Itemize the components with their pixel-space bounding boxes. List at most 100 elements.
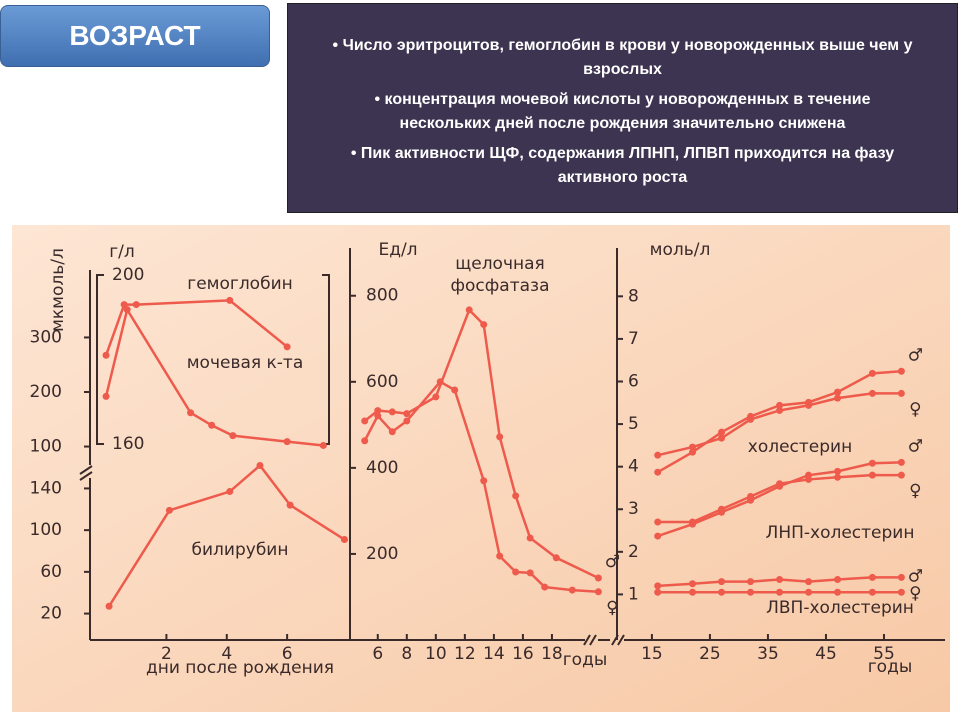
data-point bbox=[776, 401, 784, 409]
data-point bbox=[388, 408, 396, 416]
annotation: ЛВП-холестерин bbox=[766, 598, 914, 618]
data-point bbox=[776, 588, 784, 596]
data-point bbox=[102, 392, 110, 400]
data-point bbox=[512, 492, 520, 500]
data-point bbox=[105, 602, 113, 610]
series-label: ♀ bbox=[909, 399, 921, 419]
series-line bbox=[108, 463, 346, 607]
data-point bbox=[120, 301, 128, 309]
data-point bbox=[496, 552, 504, 560]
x-tick-label: 35 bbox=[757, 644, 779, 664]
data-point bbox=[834, 473, 842, 481]
y-tick-label: 300 bbox=[30, 327, 62, 347]
data-point bbox=[897, 389, 905, 397]
data-point bbox=[805, 401, 813, 409]
y-tick-label: 20 bbox=[40, 604, 62, 624]
data-point bbox=[689, 580, 697, 588]
data-point bbox=[187, 409, 195, 417]
x-tick-label: 16 bbox=[512, 644, 534, 664]
series-label: ♂ bbox=[908, 345, 923, 365]
axis-label: Ед/л bbox=[378, 240, 417, 260]
y-tick-label: 100 bbox=[30, 520, 62, 540]
data-point bbox=[718, 578, 726, 586]
data-point bbox=[868, 389, 876, 397]
data-point bbox=[689, 443, 697, 451]
y-tick-label: 200 bbox=[112, 265, 144, 285]
data-point bbox=[480, 477, 488, 485]
data-point bbox=[747, 415, 755, 423]
data-point bbox=[594, 574, 602, 582]
x-tick-label: 15 bbox=[641, 644, 663, 664]
data-point bbox=[226, 488, 234, 496]
data-point bbox=[718, 434, 726, 442]
axis-label: моль/л bbox=[650, 240, 711, 260]
x-tick-label: 45 bbox=[815, 644, 837, 664]
y-tick-label: 160 bbox=[112, 434, 144, 454]
x-tick-label: 14 bbox=[483, 644, 505, 664]
data-point bbox=[689, 448, 697, 456]
data-point bbox=[403, 417, 411, 425]
data-point bbox=[868, 588, 876, 596]
x-tick-label: 8 bbox=[401, 644, 412, 664]
y-tick-label: 200 bbox=[30, 382, 62, 402]
data-point bbox=[480, 321, 488, 329]
data-point bbox=[361, 417, 369, 425]
data-point bbox=[897, 367, 905, 375]
data-point bbox=[594, 588, 602, 596]
data-point bbox=[747, 588, 755, 596]
y-tick-label: 600 bbox=[366, 372, 398, 392]
info-box: Число эритроцитов, гемоглобин в крови у … bbox=[287, 3, 958, 213]
bullet: Пик активности ЩФ, содержания ЛПНП, ЛПВП… bbox=[333, 142, 913, 190]
y-tick-label: 60 bbox=[40, 562, 62, 582]
data-point bbox=[868, 459, 876, 467]
data-point bbox=[526, 569, 534, 577]
data-point bbox=[256, 461, 264, 469]
data-point bbox=[432, 393, 440, 401]
x-tick-label: 18 bbox=[541, 644, 563, 664]
bullet: Число эритроцитов, гемоглобин в крови у … bbox=[333, 34, 913, 82]
data-point bbox=[123, 306, 131, 314]
data-point bbox=[552, 554, 560, 562]
data-point bbox=[283, 343, 291, 351]
series-label: ♂ bbox=[605, 552, 620, 572]
x-tick-label: 25 bbox=[699, 644, 721, 664]
x-tick-label: 4 bbox=[221, 644, 232, 664]
y-tick-label: 7 bbox=[628, 329, 639, 349]
data-point bbox=[286, 501, 294, 509]
data-point bbox=[868, 369, 876, 377]
series-label: ♂ bbox=[908, 566, 923, 586]
data-point bbox=[388, 428, 396, 436]
data-point bbox=[541, 583, 549, 591]
data-point bbox=[654, 532, 662, 540]
y-tick-label: 100 bbox=[30, 437, 62, 457]
data-point bbox=[776, 406, 784, 414]
data-point bbox=[689, 518, 697, 526]
data-point bbox=[718, 588, 726, 596]
data-point bbox=[526, 534, 534, 542]
y-tick-label: 3 bbox=[628, 499, 639, 519]
badge: ВОЗРАСТ bbox=[0, 5, 270, 67]
x-axis-label: годы bbox=[868, 657, 913, 677]
data-point bbox=[868, 573, 876, 581]
data-point bbox=[805, 578, 813, 586]
data-point bbox=[776, 576, 784, 584]
data-point bbox=[654, 582, 662, 590]
series-label: ♀ bbox=[606, 598, 618, 618]
x-axis-label: годы bbox=[563, 650, 608, 670]
data-point bbox=[747, 492, 755, 500]
x-tick-label: 2 bbox=[161, 644, 172, 664]
data-point bbox=[374, 407, 382, 415]
annotation: ЛНП-холестерин bbox=[766, 523, 915, 543]
data-point bbox=[897, 588, 905, 596]
y-tick-label: 1 bbox=[628, 584, 639, 604]
y-tick-label: 5 bbox=[628, 414, 639, 434]
data-point bbox=[834, 588, 842, 596]
panel-title: щелочная фосфатаза bbox=[450, 254, 549, 296]
series-label: ♀ bbox=[909, 583, 921, 603]
data-point bbox=[834, 394, 842, 402]
data-point bbox=[718, 505, 726, 513]
x-axis-label: дни после рождения bbox=[146, 658, 334, 678]
data-point bbox=[496, 433, 504, 441]
